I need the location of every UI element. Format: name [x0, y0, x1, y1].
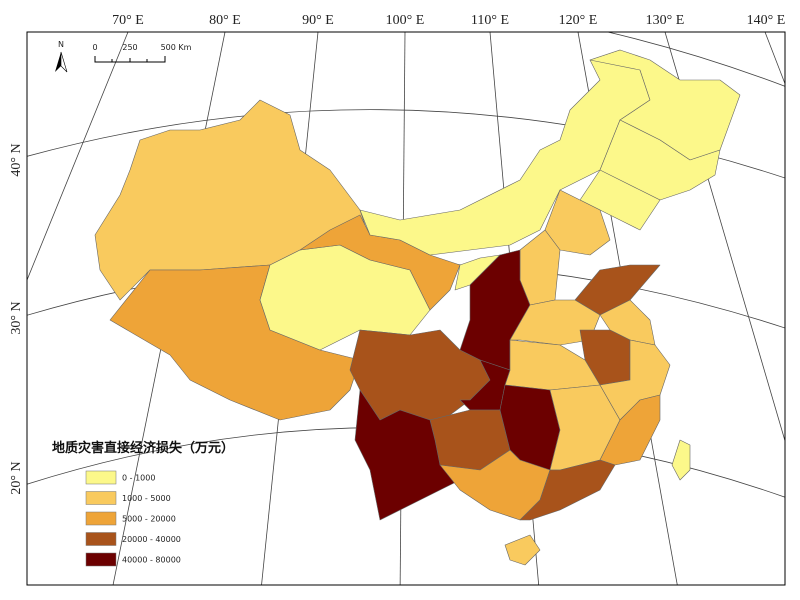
provinces: [94, 49, 741, 566]
region: [519, 459, 616, 521]
scale-label: 0: [92, 43, 97, 52]
legend-swatch: [85, 470, 117, 485]
scale-label: 250: [122, 43, 137, 52]
legend-swatch: [85, 552, 117, 567]
legend-swatch: [85, 491, 117, 505]
lat-label: 40° N: [9, 143, 24, 176]
lat-label: 20° N: [9, 461, 24, 494]
legend: 地质灾害直接经济损失（万元） 0 - 1000 1000 - 5000 5000 -…: [52, 440, 234, 567]
scale-bar: 0 250 500 Km: [92, 43, 192, 63]
lon-label: 120° E: [559, 13, 598, 28]
legend-title: 地质灾害直接经济损失（万元）: [52, 440, 234, 456]
legend-swatch: [85, 511, 117, 526]
legend-label: 0 - 1000: [122, 474, 155, 483]
region: [671, 439, 691, 481]
top-labels: 70° E 80° E 90° E 100° E 110° E 120° E 1…: [112, 13, 785, 28]
map-frame: [26, 31, 786, 586]
lon-label: 110° E: [471, 13, 509, 28]
legend-label: 20000 - 40000: [122, 535, 181, 544]
legend-swatch: [85, 532, 117, 546]
lon-label: 100° E: [386, 13, 425, 28]
arrow-right: [60, 51, 68, 73]
north-label: N: [58, 40, 64, 49]
region: [299, 214, 461, 311]
lon-label: 70° E: [112, 13, 144, 28]
lon-label: 130° E: [646, 13, 685, 28]
arrow-left: [55, 52, 61, 72]
legend-label: 1000 - 5000: [122, 494, 171, 503]
legend-label: 40000 - 80000: [122, 556, 181, 565]
north-arrow: N: [55, 40, 68, 73]
region: [504, 534, 541, 566]
legend-label: 5000 - 20000: [122, 515, 176, 524]
left-labels: 40° N 30° N 20° N: [9, 143, 24, 494]
lon-label: 140° E: [747, 13, 786, 28]
lon-label: 90° E: [302, 13, 334, 28]
lon-label: 80° E: [209, 13, 241, 28]
scale-label: 500 Km: [161, 43, 192, 52]
scale-line: [94, 56, 166, 63]
lat-label: 30° N: [9, 301, 24, 334]
